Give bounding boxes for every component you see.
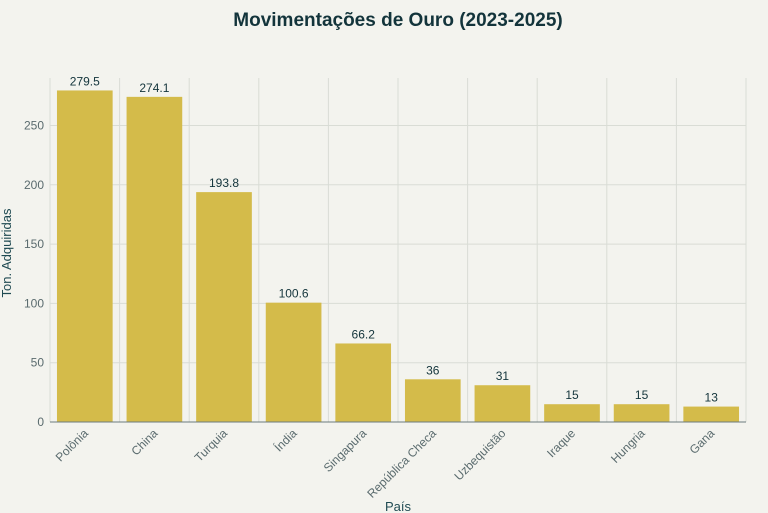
data-label: 66.2 xyxy=(352,327,376,341)
y-tick-label: 0 xyxy=(37,415,44,429)
y-tick-label: 250 xyxy=(24,118,44,132)
bar xyxy=(335,343,392,422)
bar xyxy=(56,90,113,422)
y-axis-title: Ton. Adquiridas xyxy=(0,208,14,297)
x-axis-ticks: Polônia China Turquia Índia SingapuraRepúbli… xyxy=(53,425,718,500)
y-tick-label: 200 xyxy=(24,178,44,192)
x-tick-label: Índia xyxy=(271,425,300,454)
y-tick-label: 50 xyxy=(31,356,45,370)
data-label: 36 xyxy=(426,363,440,377)
data-label: 100.6 xyxy=(279,287,309,301)
bar xyxy=(544,404,600,422)
y-tick-label: 100 xyxy=(24,296,44,310)
x-tick-label: Polônia xyxy=(53,426,91,464)
data-label: 193.8 xyxy=(209,176,239,190)
data-label: 279.5 xyxy=(70,74,100,88)
x-tick-label: Hungria xyxy=(608,426,648,466)
y-axis-ticks: 0 50 100 150 200 250 xyxy=(24,118,44,429)
bar xyxy=(474,385,531,422)
x-tick-label: Turquia xyxy=(192,426,231,465)
x-tick-label: Iraque xyxy=(544,426,578,460)
data-label: 274.1 xyxy=(139,81,169,95)
bar xyxy=(683,406,740,422)
data-label: 13 xyxy=(705,391,719,405)
bar xyxy=(404,379,461,422)
y-tick-label: 150 xyxy=(24,237,44,251)
data-label: 15 xyxy=(565,388,579,402)
data-labels: 279.5 274.1 193.8 100.6 66.2 36 31 15 15 13 xyxy=(70,74,718,404)
bar xyxy=(265,302,322,422)
bars xyxy=(56,90,740,422)
x-tick-label: Singapura xyxy=(321,426,370,475)
x-tick-label: Gana xyxy=(687,426,718,457)
bar xyxy=(196,192,252,422)
bar xyxy=(126,96,183,422)
x-axis-title: País xyxy=(385,499,412,513)
data-label: 15 xyxy=(635,388,649,402)
x-tick-label: China xyxy=(128,426,160,458)
chart-title: Movimentações de Ouro (2023-2025) xyxy=(233,10,562,31)
x-tick-label: Uzbequistão xyxy=(451,426,508,483)
bar xyxy=(613,404,670,422)
x-tick-label: República Checa xyxy=(364,426,439,501)
data-label: 31 xyxy=(496,369,510,383)
